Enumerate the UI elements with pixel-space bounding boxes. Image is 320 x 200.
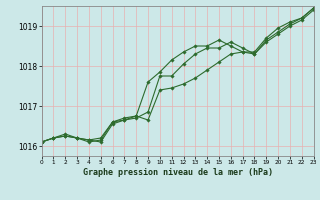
X-axis label: Graphe pression niveau de la mer (hPa): Graphe pression niveau de la mer (hPa) xyxy=(83,168,273,177)
